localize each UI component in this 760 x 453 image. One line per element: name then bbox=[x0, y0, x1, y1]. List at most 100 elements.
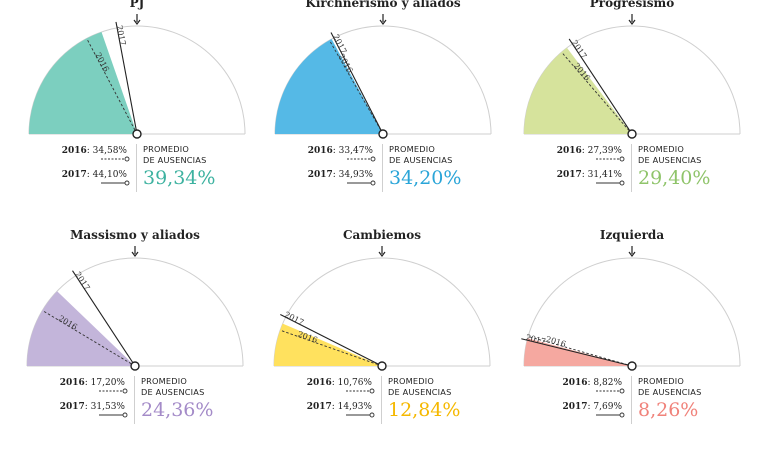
needle-2016 bbox=[279, 329, 383, 367]
gauge-title: Massismo y aliados bbox=[70, 228, 200, 242]
value-2016-label: 2016: 10,76% bbox=[306, 378, 372, 388]
year-2016: 2016 bbox=[307, 146, 333, 156]
needle-2016 bbox=[329, 40, 384, 135]
gauge-title: Izquierda bbox=[599, 228, 665, 242]
promedio-line: PROMEDIO bbox=[143, 144, 190, 154]
gauge-hub bbox=[377, 361, 387, 371]
average-value: 24,36% bbox=[141, 399, 214, 421]
legend-2016-dot bbox=[122, 388, 128, 394]
year-2016: 2016 bbox=[59, 378, 85, 388]
value-2017-label: 2017: 31,53% bbox=[59, 402, 125, 412]
separator bbox=[631, 144, 632, 192]
promedio-line: PROMEDIO bbox=[141, 376, 188, 386]
top-marker bbox=[378, 251, 386, 257]
needle-label-2017: 2017 bbox=[115, 25, 128, 47]
promedio-line: DE AUSENCIAS bbox=[638, 155, 702, 165]
gauge-arc bbox=[26, 257, 244, 367]
legend-2017-dot bbox=[619, 412, 625, 418]
legend-2017-dot bbox=[124, 180, 130, 186]
value-2017-label: 2017: 34,93% bbox=[307, 170, 373, 180]
top-marker bbox=[133, 19, 141, 25]
average-sector bbox=[274, 323, 382, 366]
needle-2016 bbox=[561, 51, 633, 135]
year-2017: 2017 bbox=[306, 402, 332, 412]
year-2016: 2016 bbox=[556, 146, 582, 156]
top-marker bbox=[131, 251, 139, 257]
value-2017: 44,10% bbox=[92, 170, 127, 180]
value-2017: 7,69% bbox=[593, 402, 622, 412]
average-value: 34,20% bbox=[389, 167, 462, 189]
separator bbox=[631, 376, 632, 424]
legend-2017-dot bbox=[369, 412, 375, 418]
average-value: 39,34% bbox=[143, 167, 216, 189]
value-2017-label: 2017: 14,93% bbox=[306, 402, 372, 412]
legend-2017-dot bbox=[619, 180, 625, 186]
year-2017: 2017 bbox=[61, 170, 87, 180]
value-2016-label: 2016: 17,20% bbox=[59, 378, 125, 388]
value-2016-label: 2016: 33,47% bbox=[307, 146, 373, 156]
promedio-line: PROMEDIO bbox=[638, 144, 685, 154]
promedio-line: DE AUSENCIAS bbox=[388, 387, 452, 397]
value-2017: 14,93% bbox=[337, 402, 372, 412]
average-value: 8,26% bbox=[638, 399, 699, 421]
value-2016: 17,20% bbox=[90, 378, 125, 388]
value-2017-label: 2017: 7,69% bbox=[562, 402, 622, 412]
needle-2016 bbox=[42, 310, 136, 367]
separator bbox=[381, 376, 382, 424]
gauge-title: Progresismo bbox=[589, 0, 675, 10]
promedio-label: PROMEDIO DE AUSENCIAS bbox=[638, 376, 702, 398]
needle-2017 bbox=[568, 38, 633, 135]
legend-2016-dot bbox=[124, 156, 130, 162]
separator bbox=[134, 376, 135, 424]
promedio-label: PROMEDIO DE AUSENCIAS bbox=[388, 376, 452, 398]
needle-2017 bbox=[280, 313, 383, 367]
average-sector bbox=[29, 32, 137, 134]
value-2016: 8,82% bbox=[593, 378, 622, 388]
year-2016: 2016 bbox=[562, 378, 588, 388]
legend-2016-dot bbox=[619, 388, 625, 394]
separator bbox=[136, 144, 137, 192]
needle-2017 bbox=[72, 270, 136, 367]
needle-2017 bbox=[330, 32, 384, 135]
promedio-label: PROMEDIO DE AUSENCIAS bbox=[141, 376, 205, 398]
promedio-line: DE AUSENCIAS bbox=[143, 155, 207, 165]
average-sector bbox=[275, 39, 383, 134]
promedio-line: DE AUSENCIAS bbox=[141, 387, 205, 397]
top-marker bbox=[628, 251, 636, 257]
promedio-line: PROMEDIO bbox=[389, 144, 436, 154]
gauge-hub bbox=[132, 129, 142, 139]
top-marker bbox=[379, 19, 387, 25]
gauge-title: Cambiemos bbox=[342, 228, 422, 242]
gauge-hub bbox=[627, 361, 637, 371]
value-2016: 27,39% bbox=[587, 146, 622, 156]
legend-2016-dot bbox=[619, 156, 625, 162]
legend-2016-dot bbox=[370, 156, 376, 162]
promedio-label: PROMEDIO DE AUSENCIAS bbox=[638, 144, 702, 166]
value-2017: 34,93% bbox=[338, 170, 373, 180]
promedio-line: PROMEDIO bbox=[638, 376, 685, 386]
top-marker bbox=[628, 19, 636, 25]
promedio-line: DE AUSENCIAS bbox=[638, 387, 702, 397]
gauge-hub bbox=[627, 129, 637, 139]
value-2016-label: 2016: 8,82% bbox=[562, 378, 622, 388]
value-2017: 31,53% bbox=[90, 402, 125, 412]
promedio-line: DE AUSENCIAS bbox=[389, 155, 453, 165]
gauge-hub bbox=[130, 361, 140, 371]
year-2016: 2016 bbox=[306, 378, 332, 388]
value-2016: 10,76% bbox=[337, 378, 372, 388]
promedio-line: PROMEDIO bbox=[388, 376, 435, 386]
needle-2016 bbox=[527, 336, 633, 367]
year-2017: 2017 bbox=[59, 402, 85, 412]
average-value: 29,40% bbox=[638, 167, 711, 189]
legend-2017-dot bbox=[370, 180, 376, 186]
needle-2017 bbox=[115, 21, 138, 135]
promedio-label: PROMEDIO DE AUSENCIAS bbox=[389, 144, 453, 166]
year-2017: 2017 bbox=[307, 170, 333, 180]
gauge-arc bbox=[523, 257, 741, 367]
